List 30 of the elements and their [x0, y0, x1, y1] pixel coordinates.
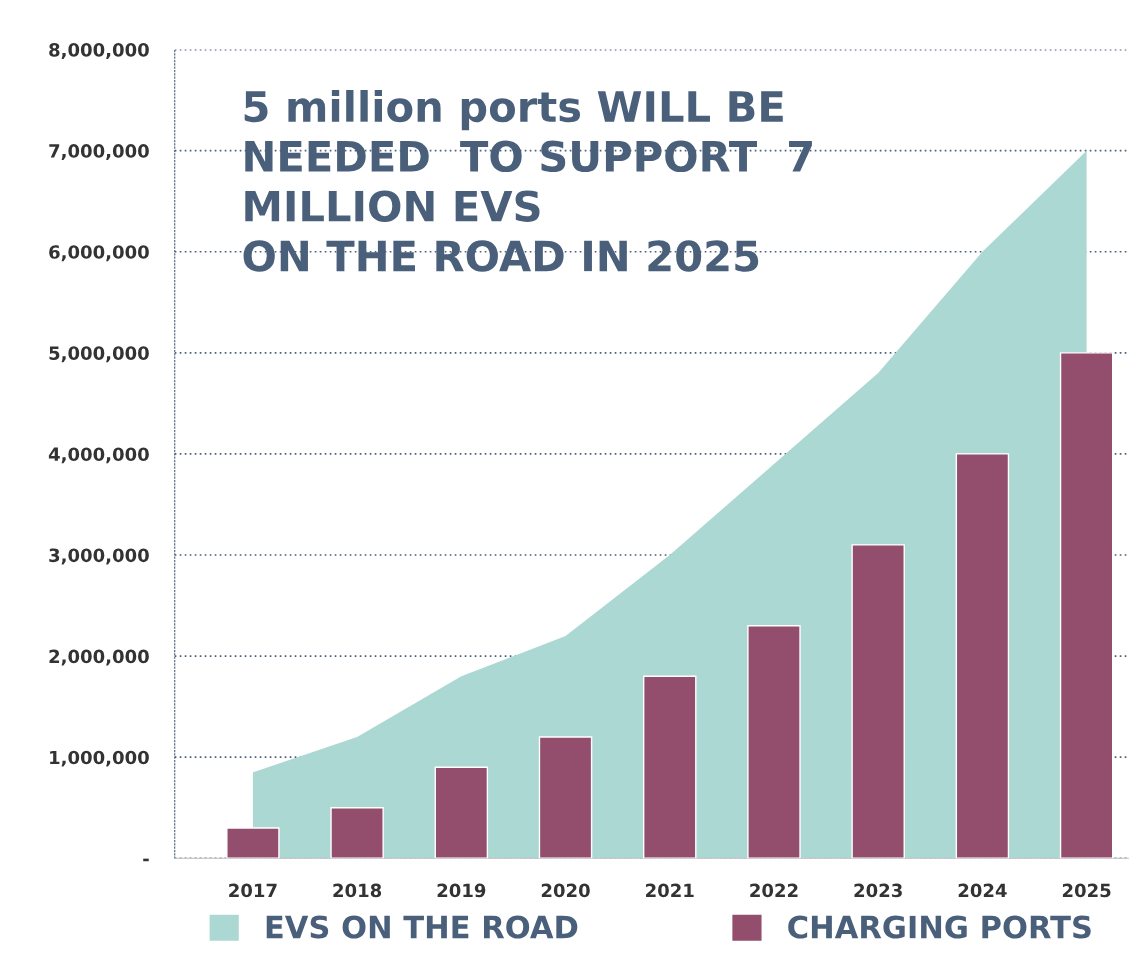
- x-tick-label: 2018: [333, 883, 382, 898]
- bar: [747, 625, 801, 859]
- y-tick-label: 2,000,000: [49, 649, 149, 666]
- x-tick-label: 2017: [229, 883, 277, 898]
- y-tick-label: 7,000,000: [49, 144, 149, 161]
- bar: [330, 807, 384, 859]
- x-tick-label: 2020: [541, 883, 590, 898]
- x-tick-label: 2021: [646, 883, 694, 898]
- bar: [434, 766, 489, 859]
- y-tick-label: 8,000,000: [49, 43, 149, 59]
- bar: [642, 675, 697, 859]
- x-tick-label: 2023: [854, 883, 902, 898]
- x-tick-label: 2024: [958, 883, 1007, 898]
- x-tick-label: 2019: [437, 883, 486, 898]
- bar: [538, 736, 593, 859]
- legend-label: EVS ON THE ROAD: [266, 915, 578, 939]
- y-tick-label: 5,000,000: [49, 346, 149, 363]
- y-tick-label: 4,000,000: [48, 447, 149, 464]
- y-tick-label: 6,000,000: [49, 245, 149, 262]
- x-tick-label: 2022: [750, 883, 798, 898]
- legend-label: CHARGING PORTS: [788, 915, 1091, 939]
- x-tick-label: 2025: [1062, 883, 1111, 898]
- y-tick-label: -: [143, 858, 149, 862]
- y-tick-label: 3,000,000: [49, 548, 149, 565]
- bar: [851, 544, 905, 859]
- bar: [226, 827, 280, 859]
- bar: [955, 453, 1010, 859]
- annotation: 5 million ports WILL BE NEEDED TO SUPPORT 7 MILLION EVS ON THE ROAD IN 2025: [243, 90, 812, 272]
- bar: [1059, 352, 1114, 859]
- y-tick-label: 1,000,000: [50, 750, 149, 767]
